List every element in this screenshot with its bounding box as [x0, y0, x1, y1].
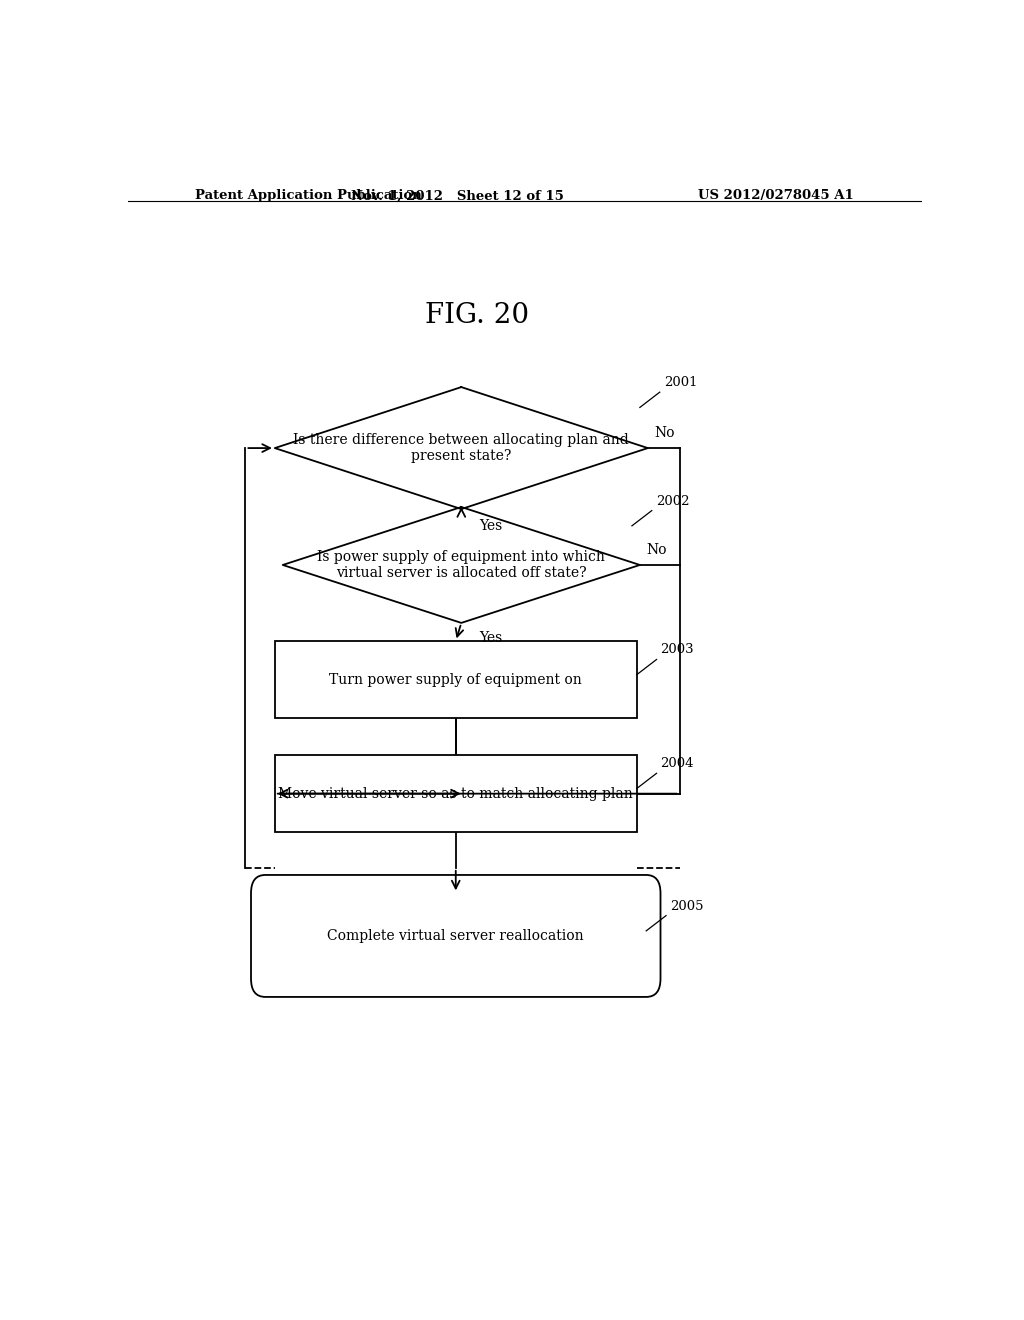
Text: Patent Application Publication: Patent Application Publication — [196, 189, 422, 202]
Text: 2003: 2003 — [660, 643, 694, 656]
Text: 2004: 2004 — [660, 758, 694, 771]
Text: 2005: 2005 — [670, 899, 703, 912]
Text: FIG. 20: FIG. 20 — [425, 302, 529, 330]
Polygon shape — [283, 507, 640, 623]
Text: Is there difference between allocating plan and
present state?: Is there difference between allocating p… — [294, 433, 629, 463]
Text: Is power supply of equipment into which
virtual server is allocated off state?: Is power supply of equipment into which … — [317, 550, 605, 579]
Text: No: No — [654, 426, 675, 440]
Text: Turn power supply of equipment on: Turn power supply of equipment on — [330, 673, 582, 686]
Text: Move virtual server so as to match allocating plan: Move virtual server so as to match alloc… — [279, 787, 633, 801]
Bar — [274, 755, 637, 833]
Text: 2001: 2001 — [664, 376, 697, 389]
Polygon shape — [274, 387, 648, 510]
Text: Nov. 1, 2012   Sheet 12 of 15: Nov. 1, 2012 Sheet 12 of 15 — [351, 189, 564, 202]
Text: No: No — [646, 543, 667, 557]
Text: Complete virtual server reallocation: Complete virtual server reallocation — [328, 929, 584, 942]
Text: Yes: Yes — [479, 519, 502, 533]
Text: 2002: 2002 — [655, 495, 689, 507]
Bar — [274, 642, 637, 718]
Text: US 2012/0278045 A1: US 2012/0278045 A1 — [698, 189, 854, 202]
FancyBboxPatch shape — [251, 875, 660, 997]
Text: Yes: Yes — [479, 631, 502, 645]
